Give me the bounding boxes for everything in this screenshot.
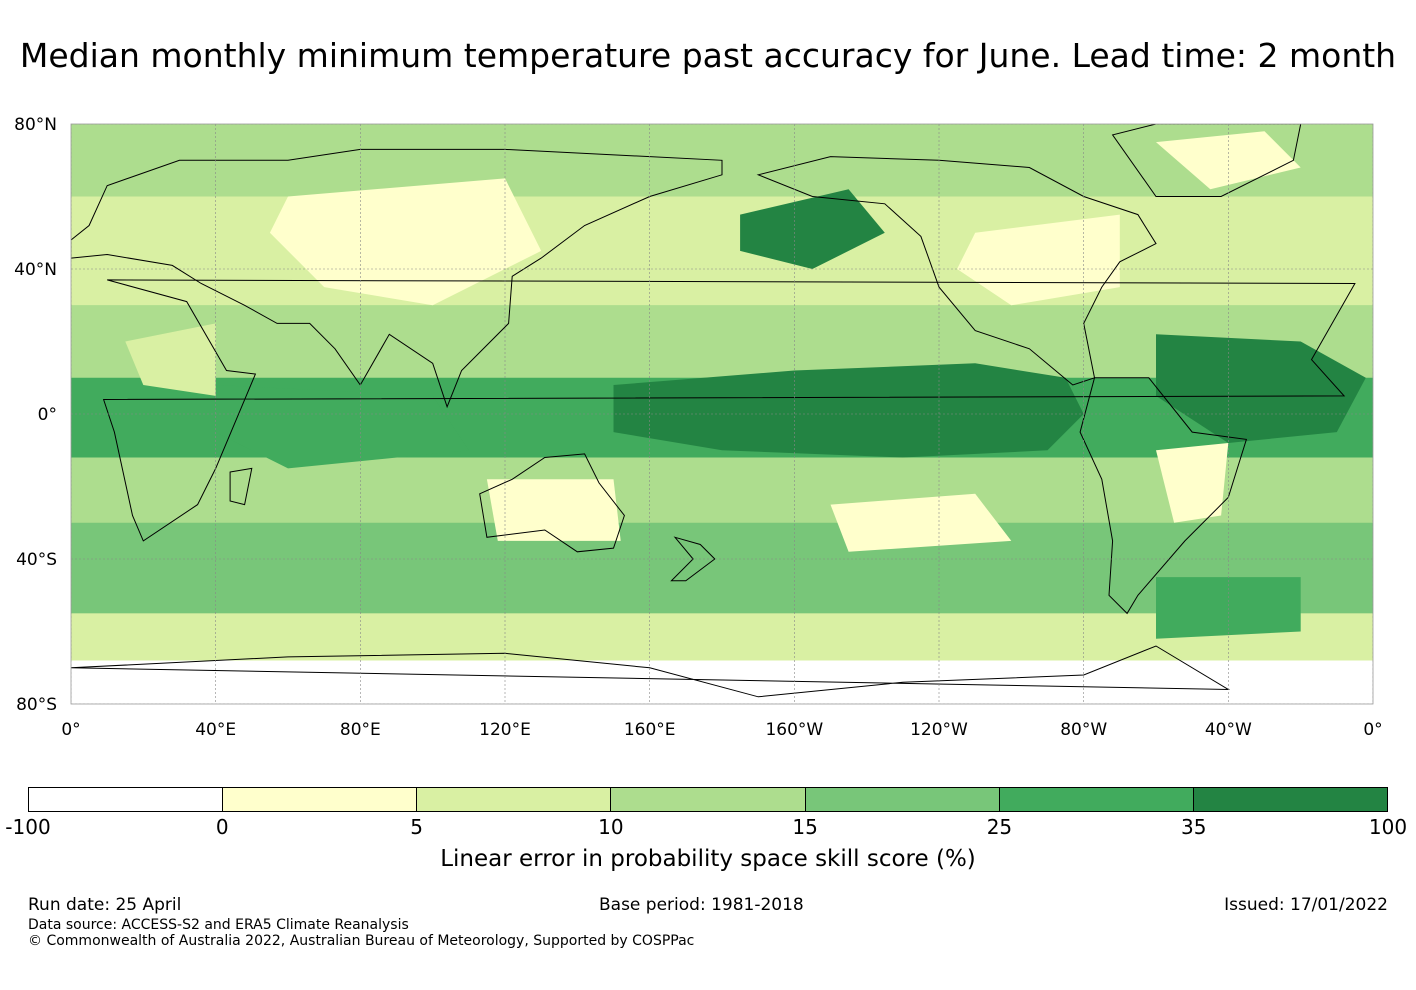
coast-eurasia <box>71 148 723 409</box>
colorbar-tick-label: 25 <box>986 815 1013 839</box>
colorbar-segment <box>1193 788 1387 811</box>
field-australia-pale <box>486 479 621 541</box>
field-asia-pale <box>269 178 542 306</box>
colorbar-tick-label: -100 <box>5 815 51 839</box>
lon-label: 0° <box>61 720 80 740</box>
coast-madagascar <box>229 467 253 506</box>
lon-label: 80°W <box>1060 720 1107 740</box>
colorbar-tick-label: 35 <box>1180 815 1207 839</box>
colorbar <box>28 787 1388 812</box>
coast-antarctica <box>71 645 1231 698</box>
colorbar-segment <box>29 788 224 811</box>
colorbar-tick-label: 100 <box>1368 815 1408 839</box>
coastlines <box>71 124 1356 698</box>
field-south-america-pale <box>1156 443 1229 523</box>
colorbar-segment <box>805 788 1000 811</box>
coast-north-america <box>756 156 1157 386</box>
skill-field <box>71 124 1373 704</box>
lon-label: 120°E <box>479 720 531 740</box>
field-pacific-tongue <box>613 363 1084 458</box>
field-band-antarctica <box>71 660 1373 704</box>
issued-date: Issued: 17/01/2022 <box>1224 895 1388 915</box>
coast-new-zealand <box>670 536 716 582</box>
copyright: © Commonwealth of Australia 2022, Austra… <box>28 933 695 949</box>
lat-label: 40°S <box>16 550 57 570</box>
latitude-labels: 80°N 40°N 0° 40°S 80°S <box>14 115 57 715</box>
lon-label: 120°W <box>910 720 968 740</box>
lat-label: 0° <box>38 405 57 425</box>
colorbar-tick-label: 15 <box>792 815 818 839</box>
lat-label: 40°N <box>14 260 57 280</box>
base-period: Base period: 1981-2018 <box>599 895 804 915</box>
colorbar-segment <box>999 788 1194 811</box>
run-date: Run date: 25 April <box>28 895 182 915</box>
coast-south-america <box>1079 377 1248 615</box>
gridlines <box>71 124 1373 704</box>
lon-label: 80°E <box>340 720 381 740</box>
lon-label: 40°E <box>195 720 236 740</box>
map-frame <box>70 123 1374 705</box>
lon-label: 40°W <box>1205 720 1252 740</box>
coast-australia <box>479 453 625 553</box>
field-south-pacific-pale <box>830 493 1012 552</box>
colorbar-label: Linear error in probability space skill … <box>440 846 976 872</box>
lon-label: 160°E <box>624 720 676 740</box>
field-band-north-mid <box>71 196 1373 306</box>
lat-label: 80°N <box>14 115 57 135</box>
colorbar-tick-label: 10 <box>598 815 624 839</box>
field-south-atlantic <box>1156 577 1301 639</box>
colorbar-segment <box>611 788 806 811</box>
colorbar-tick-label: 5 <box>410 815 423 839</box>
field-africa-north <box>125 323 216 396</box>
colorbar-segment <box>417 788 612 811</box>
colorbar-segment <box>223 788 418 811</box>
data-source: Data source: ACCESS-S2 and ERA5 Climate … <box>28 917 409 933</box>
lat-label: 80°S <box>16 695 57 715</box>
colorbar-tick-label: 0 <box>215 815 229 839</box>
field-north-pacific <box>740 189 885 269</box>
lon-label: 0° <box>1363 720 1382 740</box>
coast-greenland <box>1111 124 1302 197</box>
coast-africa <box>102 279 1356 542</box>
map-title: Median monthly minimum temperature past … <box>19 36 1397 75</box>
longitude-labels: 0° 40°E 80°E 120°E 160°E 160°W 120°W 80°W 40°W 0° <box>61 720 1382 740</box>
lon-label: 160°W <box>765 720 823 740</box>
field-indian-ocean <box>215 385 469 469</box>
